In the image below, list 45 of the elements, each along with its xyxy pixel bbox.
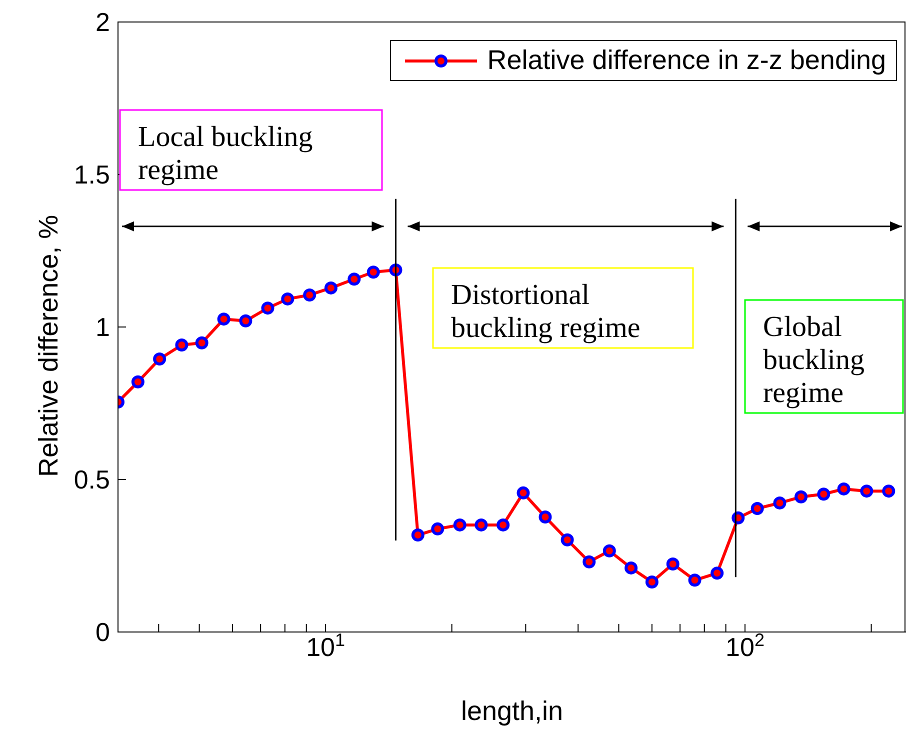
point bbox=[773, 496, 786, 510]
point bbox=[411, 528, 424, 542]
point bbox=[431, 522, 444, 536]
point bbox=[710, 566, 724, 580]
annotation: Local buckling regime bbox=[138, 121, 313, 186]
y-tick-label: 0.5 bbox=[74, 464, 110, 495]
point bbox=[324, 281, 338, 294]
x-axis-title: length,in bbox=[460, 696, 564, 726]
point bbox=[366, 266, 380, 279]
y-tick-label: 0 bbox=[96, 617, 110, 648]
annotation: Global buckling regime bbox=[763, 311, 864, 409]
point bbox=[496, 518, 510, 532]
point bbox=[882, 484, 896, 498]
point bbox=[538, 510, 552, 524]
point bbox=[453, 518, 466, 532]
point bbox=[153, 352, 166, 366]
point bbox=[645, 575, 658, 588]
point bbox=[239, 314, 252, 328]
point bbox=[794, 490, 808, 504]
point bbox=[582, 555, 596, 568]
point bbox=[817, 488, 830, 501]
y-tick-label: 2 bbox=[96, 7, 110, 38]
y-axis-title: Relative difference, % bbox=[34, 214, 64, 477]
point bbox=[474, 518, 488, 532]
point bbox=[602, 544, 616, 558]
point bbox=[516, 486, 530, 500]
point bbox=[261, 302, 274, 315]
point bbox=[688, 574, 702, 587]
point bbox=[303, 288, 316, 302]
point bbox=[624, 561, 638, 574]
y-tick-label: 1.5 bbox=[74, 160, 110, 190]
point bbox=[560, 533, 574, 546]
x-tick-label: 10$^{1}$ bbox=[306, 630, 346, 662]
legend-label: Relative difference in z-z bending bbox=[487, 45, 886, 76]
point bbox=[131, 375, 144, 388]
point bbox=[281, 292, 294, 306]
point bbox=[175, 338, 188, 352]
point bbox=[217, 312, 230, 326]
point bbox=[860, 484, 874, 498]
x-tick-label: 10$^{2}$ bbox=[726, 630, 764, 662]
annotation: Distortional buckling regime bbox=[451, 279, 640, 344]
point bbox=[837, 482, 850, 496]
y-tick-label: 1 bbox=[96, 312, 110, 342]
point bbox=[195, 336, 208, 350]
point bbox=[666, 557, 680, 570]
